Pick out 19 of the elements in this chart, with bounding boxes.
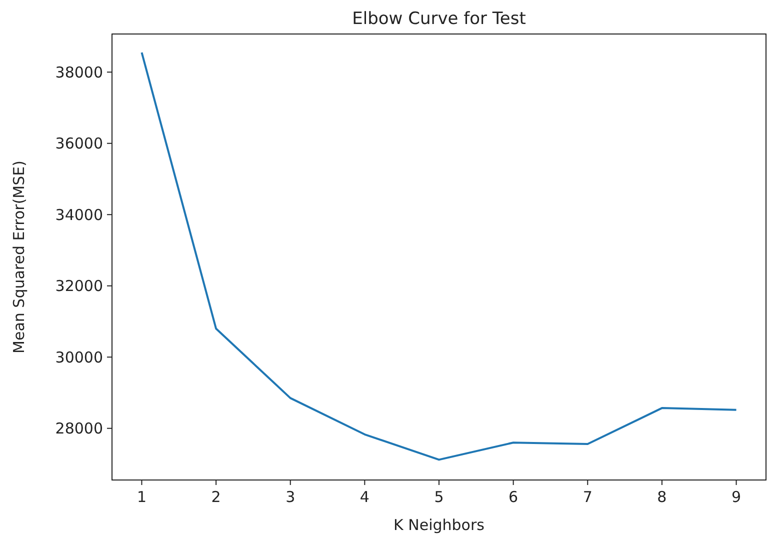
chart-title: Elbow Curve for Test	[352, 9, 526, 29]
y-tick-label: 34000	[55, 206, 103, 224]
x-tick-label: 9	[732, 488, 742, 506]
x-tick-label: 6	[508, 488, 518, 506]
y-tick-label: 38000	[55, 63, 103, 82]
x-tick-label: 5	[434, 488, 444, 506]
x-tick-label: 3	[286, 488, 296, 506]
y-tick-label: 28000	[55, 420, 103, 438]
x-tick-label: 8	[657, 488, 667, 506]
line-series	[140, 52, 738, 461]
x-tick-label: 7	[582, 488, 592, 506]
x-tick-label: 2	[211, 488, 221, 506]
y-tick-label: 30000	[55, 348, 103, 366]
y-axis-title: Mean Squared Error(MSE)	[10, 160, 28, 354]
y-tick-label: 36000	[55, 134, 103, 153]
x-tick-label: 4	[360, 488, 370, 506]
x-tick-label: 1	[136, 488, 146, 506]
x-axis-title: K Neighbors	[394, 516, 485, 534]
y-tick-label: 32000	[55, 277, 103, 296]
